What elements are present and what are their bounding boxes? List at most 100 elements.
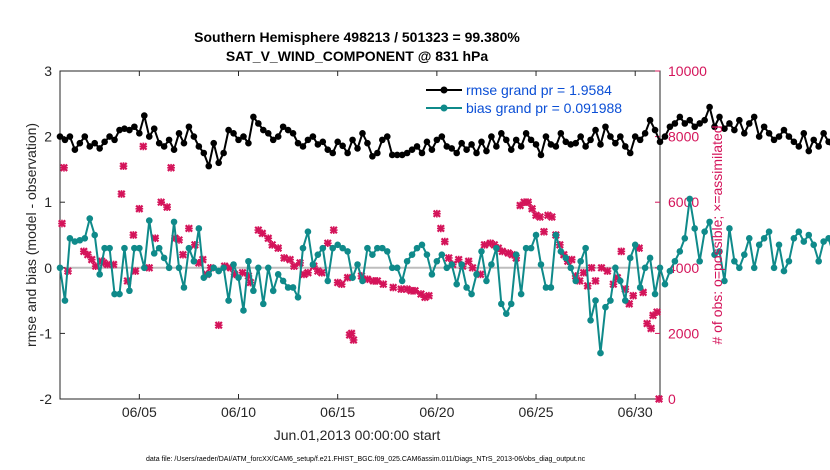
rmse-point [369,152,376,160]
nobs-point [629,291,638,300]
bias-point [641,264,649,272]
rmse-point [636,136,644,144]
bias-point [150,250,158,257]
rmse-point [379,136,386,144]
bias-point [314,251,322,258]
rmse-point [671,120,679,127]
bias-point [582,244,589,252]
bias-point [810,241,818,249]
nobs-point [597,263,606,272]
rmse-point [785,133,793,140]
y-tick-label: 3 [44,63,52,79]
nobs-point [87,255,96,264]
rmse-point [612,139,619,147]
bias-point [279,277,287,285]
bias-point [354,261,361,268]
nobs-point [436,224,445,233]
rmse-point [661,133,669,140]
bias-point [205,271,213,278]
bias-point [66,234,74,242]
rmse-point [185,123,193,131]
y-axis-ticks: -2 -1 0 1 2 3 [40,63,65,407]
rmse-point [344,149,351,157]
bias-point [488,261,495,268]
bias-point [96,271,103,278]
bias-point [245,257,252,265]
rmse-point [676,113,684,121]
rmse-point [607,133,614,140]
bias-point [215,267,222,275]
rmse-point [547,141,555,148]
bias-point [527,244,535,252]
rmse-point [200,149,208,157]
y-tick-label: -2 [40,391,53,407]
rmse-point [463,146,470,154]
bias-point [577,257,584,265]
rmse-point [527,136,535,144]
bias-point [597,349,604,357]
rmse-point [770,136,778,144]
rmse-point [299,143,307,150]
rmse-point [388,151,396,159]
x-tick-label: 06/20 [419,404,454,420]
bias-point [284,284,292,291]
rmse-point [597,141,604,148]
rmse-point [71,146,79,154]
bias-point [676,248,684,255]
chart-title: Southern Hemisphere 498213 / 501323 = 99… [194,29,520,45]
bias-point [379,244,386,252]
bias-point [473,271,480,278]
bias-point [626,254,634,262]
bias-point [393,264,401,272]
rmse-point [438,133,446,140]
rmse-point [716,113,723,121]
rmse-point [180,139,188,147]
bias-point [706,218,713,226]
rmse-point [587,136,594,144]
nobs-point [59,163,68,172]
bias-point [359,277,366,285]
nobs-point [163,203,172,212]
bias-point [646,254,654,262]
bias-point [339,244,346,252]
rmse-point [810,136,818,144]
nobs-point [349,335,358,344]
y2-tick-label: 0 [668,391,676,407]
nobs-point [117,190,126,198]
bias-point [651,290,659,298]
legend-rmse-label: rmse grand pr = 1.9584 [466,82,612,98]
bias-point [369,251,376,258]
nobs-point [432,209,441,218]
bias-point [398,277,406,285]
bias-point [433,257,441,265]
rmse-point [250,113,257,121]
bias-point [701,228,708,236]
nobs-point [264,234,273,243]
y2-tick-label: 6000 [668,194,699,210]
bias-point [800,238,808,245]
nobs-point [157,198,166,207]
rmse-point [557,130,565,137]
rmse-point [433,136,441,144]
rmse-point [805,147,813,155]
bias-point [388,264,396,272]
bias-point [255,264,262,272]
bias-point [324,277,332,285]
bias-point [537,261,545,268]
rmse-point [765,130,773,137]
bias-point [760,234,768,242]
nobs-point [274,244,283,253]
bias-point [418,241,426,249]
legend-bias-label: bias grand pr = 0.091988 [466,100,622,116]
rmse-point [721,125,728,133]
nobs-point [617,247,626,256]
bias-point [711,251,718,258]
bias-point [240,307,247,314]
bias-point [557,248,565,255]
rmse-point [626,149,634,157]
nobs-point [103,260,112,269]
bias-point [309,261,317,268]
rmse-point [260,126,267,134]
bias-point [170,218,178,226]
bias-point [383,248,391,255]
